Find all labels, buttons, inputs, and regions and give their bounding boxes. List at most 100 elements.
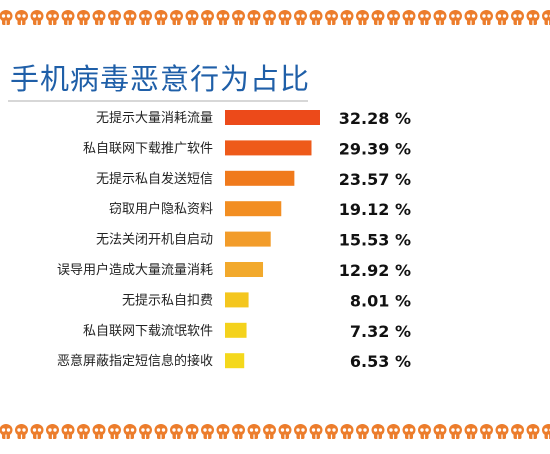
- title-divider: [8, 100, 308, 102]
- skull-icon: [232, 10, 245, 25]
- skull-icon: [232, 424, 245, 439]
- skull-icon: [247, 424, 261, 439]
- value-label: 8.01 %: [350, 291, 411, 310]
- skull-icon: [201, 424, 214, 439]
- skull-icon: [387, 424, 400, 439]
- bar: [225, 110, 320, 125]
- skull-icon: [402, 10, 416, 25]
- value-label: 32.28 %: [339, 109, 411, 128]
- skull-icon: [263, 10, 276, 25]
- skull-icon: [61, 424, 75, 439]
- skull-icon: [464, 424, 478, 439]
- skull-icon: [542, 424, 550, 439]
- skull-icon: [278, 424, 292, 439]
- skull-icon: [433, 10, 447, 25]
- category-label: 窃取用户隐私资料: [109, 201, 213, 217]
- skull-icon: [170, 424, 183, 439]
- skull-icon: [278, 10, 292, 25]
- skull-icon: [123, 10, 137, 25]
- skull-icon: [387, 10, 400, 25]
- bar: [225, 353, 245, 369]
- skull-icon: [108, 424, 121, 439]
- category-label: 无提示私自发送短信: [96, 171, 213, 187]
- skull-icon: [92, 424, 106, 439]
- skull-icon: [15, 424, 28, 439]
- skull-icon: [526, 424, 540, 439]
- skull-icon: [139, 424, 152, 439]
- skull-icon: [123, 424, 137, 439]
- skull-icon: [464, 10, 478, 25]
- skull-icon: [340, 424, 354, 439]
- skull-icon: [77, 424, 90, 439]
- bar: [225, 262, 264, 277]
- skull-icon: [511, 10, 524, 25]
- skull-icon: [340, 10, 354, 25]
- skull-icon: [216, 424, 230, 439]
- skull-icon: [325, 10, 338, 25]
- value-label: 23.57 %: [339, 170, 411, 189]
- skull-icon: [449, 10, 462, 25]
- category-label: 私自联网下载推广软件: [83, 141, 213, 156]
- skull-icon: [418, 424, 431, 439]
- bar: [225, 231, 271, 247]
- skull-icon: [371, 424, 385, 439]
- skull-icon: [371, 10, 385, 25]
- category-label: 恶意屏蔽指定短信息的接收: [57, 353, 213, 369]
- skull-icon: [247, 10, 261, 25]
- skull-border-bottom: [0, 424, 550, 439]
- value-label: 15.53 %: [339, 231, 411, 250]
- bar: [225, 140, 312, 156]
- skull-icon: [46, 10, 59, 25]
- skull-icon: [418, 10, 431, 25]
- value-label: 7.32 %: [350, 322, 411, 341]
- skull-icon: [433, 424, 447, 439]
- skull-icon: [77, 10, 90, 25]
- category-label: 无提示大量消耗流量: [96, 110, 213, 126]
- skull-icon: [139, 10, 152, 25]
- skull-icon: [526, 10, 540, 25]
- value-label: 12.92 %: [339, 261, 411, 280]
- skull-icon: [356, 424, 369, 439]
- bar: [225, 322, 247, 338]
- value-label: 19.12 %: [339, 200, 411, 219]
- skull-icon: [542, 10, 550, 25]
- skull-icon: [46, 424, 59, 439]
- chart-title: 手机病毒恶意行为占比: [10, 62, 311, 96]
- skull-icon: [294, 10, 307, 25]
- skull-icon: [30, 424, 44, 439]
- skull-icon: [480, 424, 493, 439]
- skull-icon: [495, 10, 509, 25]
- category-label: 私自联网下载流氓软件: [83, 324, 213, 339]
- skull-icon: [30, 10, 44, 25]
- skull-icon: [92, 10, 106, 25]
- skull-icon: [294, 424, 307, 439]
- skull-icon: [0, 10, 13, 25]
- category-label: 误导用户造成大量流量消耗: [57, 262, 213, 278]
- category-label: 无提示私自扣费: [122, 292, 213, 308]
- bar: [225, 170, 295, 186]
- skull-icon: [154, 424, 168, 439]
- skull-icon: [0, 424, 13, 439]
- skull-icon: [216, 10, 230, 25]
- bar: [225, 292, 249, 308]
- skull-icon: [309, 10, 323, 25]
- skull-icon: [263, 424, 276, 439]
- skull-icon: [511, 424, 524, 439]
- category-label: 无法关闭开机自启动: [96, 233, 213, 248]
- skull-icon: [480, 10, 493, 25]
- skull-icon: [201, 10, 214, 25]
- skull-icon: [449, 424, 462, 439]
- skull-icon: [170, 10, 183, 25]
- skull-icon: [402, 424, 416, 439]
- value-label: 6.53 %: [350, 352, 411, 371]
- skull-icon: [185, 10, 199, 25]
- skull-icon: [356, 10, 369, 25]
- bar: [225, 201, 282, 217]
- skull-icon: [154, 10, 168, 25]
- skull-icon: [108, 10, 121, 25]
- skull-icon: [15, 10, 28, 25]
- value-label: 29.39 %: [339, 139, 411, 158]
- skull-icon: [325, 424, 338, 439]
- skull-icon: [309, 424, 323, 439]
